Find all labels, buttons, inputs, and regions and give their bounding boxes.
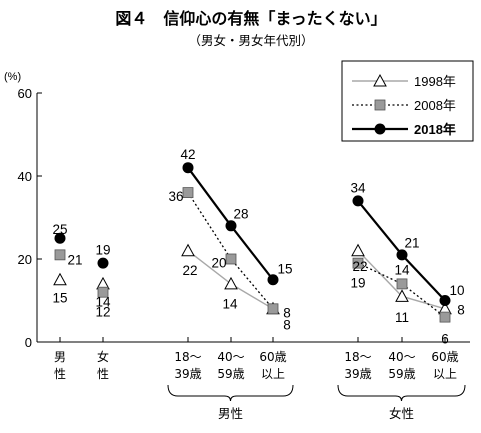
data-label: 12 [95, 305, 110, 320]
data-point [181, 243, 195, 257]
data-label: 19 [95, 243, 110, 258]
legend-marker [373, 73, 387, 87]
data-label: 21 [67, 252, 82, 267]
category-label-line2: 39歳 [174, 367, 201, 381]
category-label-line1: 60歳 [259, 350, 286, 364]
data-point [351, 243, 365, 257]
data-point [267, 303, 279, 315]
data-label: 19 [350, 276, 365, 291]
category-label-line1: 18～ [174, 350, 201, 364]
data-point [439, 311, 451, 323]
data-point [352, 195, 364, 207]
data-label: 8 [283, 305, 291, 320]
data-point [54, 232, 66, 244]
chart-subtitle: （男女・男女年代別） [188, 33, 313, 48]
data-point [267, 274, 279, 286]
data-label: 14 [222, 296, 238, 311]
data-label: 15 [277, 261, 292, 276]
data-point [225, 220, 237, 232]
data-point [225, 253, 237, 265]
data-point [224, 276, 238, 290]
data-label: 42 [180, 147, 195, 162]
data-point [54, 249, 66, 261]
data-point [352, 257, 364, 269]
category-label-line1: 18～ [344, 350, 371, 364]
category-label-line2: 以上 [261, 367, 285, 381]
category-label-line2: 性 [97, 367, 109, 381]
group-label: 男性 [218, 406, 243, 421]
legend-marker [374, 99, 386, 111]
category-label-line1: 女 [97, 349, 109, 364]
category-label-line1: 40～ [217, 350, 244, 364]
data-label: 28 [233, 206, 248, 221]
data-point [395, 289, 409, 302]
data-label: 14 [394, 262, 410, 277]
category-label-line2: 39歳 [344, 367, 371, 381]
category-label-line1: 男 [54, 350, 66, 364]
data-label: 8 [457, 302, 465, 317]
data-label: 11 [395, 310, 409, 325]
data-label: 15 [52, 290, 67, 305]
category-label-line2: 性 [54, 367, 66, 381]
data-label: 22 [182, 263, 197, 278]
category-label-line1: 60歳 [431, 350, 458, 364]
legend: 1998年 2008年 2018年 [341, 60, 474, 142]
markers-layer [53, 162, 452, 323]
legend-label: 2008年 [414, 98, 456, 113]
group-brace [337, 384, 466, 402]
chart-title: 図４ 信仰心の有無「まったくない」 [115, 9, 386, 28]
data-label: 21 [404, 235, 419, 250]
data-label: 22 [352, 259, 367, 274]
data-label: 25 [52, 222, 67, 237]
data-label: 34 [350, 180, 366, 195]
legend-box [341, 60, 474, 142]
data-label: 20 [211, 256, 226, 271]
data-point [182, 162, 194, 174]
category-label-line2: 59歳 [217, 367, 244, 381]
labels-layer: 1514221482211821123620819146251942281534… [52, 147, 464, 346]
category-label-line2: 以上 [433, 367, 457, 381]
data-point [53, 272, 67, 286]
legend-marker [374, 123, 386, 135]
data-point [439, 295, 451, 306]
axis-layer: 0 20 40 60 [18, 86, 470, 350]
data-point [396, 249, 408, 261]
data-label: 36 [168, 189, 183, 204]
data-label: 8 [283, 317, 291, 332]
data-point [97, 286, 109, 298]
data-point [97, 257, 109, 269]
group-brace [167, 384, 294, 402]
legend-label: 1998年 [414, 74, 456, 89]
y-tick-label: 60 [18, 86, 32, 101]
category-label-line1: 40～ [388, 350, 415, 364]
series-line [187, 192, 274, 310]
y-tick-label: 20 [18, 252, 32, 267]
group-label: 女性 [389, 406, 414, 421]
category-label-line2: 59歳 [388, 367, 415, 381]
data-point [396, 278, 408, 290]
legend-label: 2018年 [414, 122, 456, 137]
data-point [182, 187, 194, 199]
y-tick-label: 40 [18, 169, 32, 184]
data-label: 14 [95, 294, 111, 309]
y-tick-label: 0 [25, 335, 32, 350]
categories-layer: 男性女性18～39歳40～59歳60歳以上18～39歳40～59歳60歳以上男性… [54, 337, 466, 421]
y-unit-label: (%) [4, 71, 21, 83]
data-label: 10 [449, 283, 464, 298]
